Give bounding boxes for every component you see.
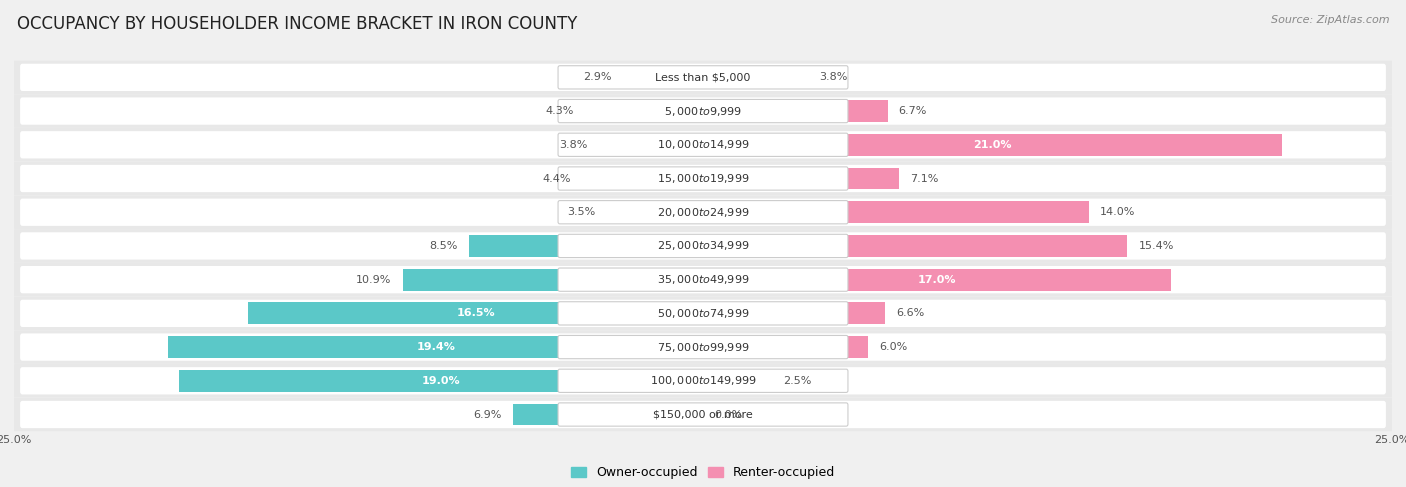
FancyBboxPatch shape bbox=[14, 162, 1392, 195]
Text: Less than $5,000: Less than $5,000 bbox=[655, 73, 751, 82]
Text: 4.4%: 4.4% bbox=[543, 173, 571, 184]
Text: 10.9%: 10.9% bbox=[356, 275, 392, 284]
Bar bbox=[703, 201, 1088, 223]
FancyBboxPatch shape bbox=[558, 268, 848, 291]
Bar bbox=[703, 168, 898, 189]
Text: 2.5%: 2.5% bbox=[783, 376, 811, 386]
Text: $35,000 to $49,999: $35,000 to $49,999 bbox=[657, 273, 749, 286]
Text: 2.9%: 2.9% bbox=[583, 73, 612, 82]
Bar bbox=[703, 370, 772, 392]
FancyBboxPatch shape bbox=[14, 297, 1392, 330]
Legend: Owner-occupied, Renter-occupied: Owner-occupied, Renter-occupied bbox=[567, 461, 839, 484]
FancyBboxPatch shape bbox=[558, 66, 848, 89]
FancyBboxPatch shape bbox=[14, 229, 1392, 262]
Bar bbox=[703, 302, 884, 324]
Bar bbox=[703, 100, 887, 122]
Bar bbox=[585, 100, 703, 122]
Text: 6.6%: 6.6% bbox=[896, 308, 924, 318]
Text: 3.5%: 3.5% bbox=[567, 207, 596, 217]
FancyBboxPatch shape bbox=[558, 201, 848, 224]
Text: $10,000 to $14,999: $10,000 to $14,999 bbox=[657, 138, 749, 151]
FancyBboxPatch shape bbox=[20, 165, 1386, 192]
Bar bbox=[249, 302, 703, 324]
Text: 0.0%: 0.0% bbox=[714, 410, 742, 419]
Text: 19.0%: 19.0% bbox=[422, 376, 461, 386]
Text: 25.0%: 25.0% bbox=[1374, 435, 1406, 445]
Text: $75,000 to $99,999: $75,000 to $99,999 bbox=[657, 340, 749, 354]
FancyBboxPatch shape bbox=[14, 195, 1392, 229]
Text: Source: ZipAtlas.com: Source: ZipAtlas.com bbox=[1271, 15, 1389, 25]
FancyBboxPatch shape bbox=[20, 131, 1386, 158]
Text: OCCUPANCY BY HOUSEHOLDER INCOME BRACKET IN IRON COUNTY: OCCUPANCY BY HOUSEHOLDER INCOME BRACKET … bbox=[17, 15, 578, 33]
FancyBboxPatch shape bbox=[14, 94, 1392, 128]
FancyBboxPatch shape bbox=[558, 302, 848, 325]
FancyBboxPatch shape bbox=[20, 199, 1386, 226]
Bar bbox=[402, 269, 703, 291]
FancyBboxPatch shape bbox=[14, 398, 1392, 431]
Text: 17.0%: 17.0% bbox=[918, 275, 956, 284]
FancyBboxPatch shape bbox=[20, 64, 1386, 91]
Text: $20,000 to $24,999: $20,000 to $24,999 bbox=[657, 206, 749, 219]
Text: $100,000 to $149,999: $100,000 to $149,999 bbox=[650, 375, 756, 387]
FancyBboxPatch shape bbox=[558, 369, 848, 393]
Bar bbox=[468, 235, 703, 257]
Text: 6.9%: 6.9% bbox=[474, 410, 502, 419]
Bar bbox=[606, 201, 703, 223]
Bar bbox=[582, 168, 703, 189]
Text: 6.0%: 6.0% bbox=[879, 342, 908, 352]
Text: 21.0%: 21.0% bbox=[973, 140, 1011, 150]
Text: 7.1%: 7.1% bbox=[910, 173, 938, 184]
FancyBboxPatch shape bbox=[14, 330, 1392, 364]
FancyBboxPatch shape bbox=[20, 401, 1386, 428]
Bar bbox=[180, 370, 703, 392]
Text: 3.8%: 3.8% bbox=[558, 140, 588, 150]
Bar bbox=[703, 269, 1171, 291]
Text: 25.0%: 25.0% bbox=[0, 435, 32, 445]
FancyBboxPatch shape bbox=[558, 403, 848, 426]
Text: 8.5%: 8.5% bbox=[429, 241, 458, 251]
FancyBboxPatch shape bbox=[558, 234, 848, 258]
Bar bbox=[623, 66, 703, 88]
FancyBboxPatch shape bbox=[20, 334, 1386, 361]
Bar bbox=[169, 336, 703, 358]
FancyBboxPatch shape bbox=[558, 133, 848, 156]
Text: $50,000 to $74,999: $50,000 to $74,999 bbox=[657, 307, 749, 320]
FancyBboxPatch shape bbox=[558, 336, 848, 359]
Text: 14.0%: 14.0% bbox=[1099, 207, 1135, 217]
FancyBboxPatch shape bbox=[20, 232, 1386, 260]
Bar bbox=[599, 134, 703, 156]
Text: $5,000 to $9,999: $5,000 to $9,999 bbox=[664, 105, 742, 117]
FancyBboxPatch shape bbox=[14, 128, 1392, 162]
FancyBboxPatch shape bbox=[14, 263, 1392, 296]
FancyBboxPatch shape bbox=[558, 99, 848, 123]
FancyBboxPatch shape bbox=[558, 167, 848, 190]
Bar bbox=[703, 66, 807, 88]
FancyBboxPatch shape bbox=[14, 61, 1392, 94]
Bar bbox=[703, 336, 869, 358]
Text: $25,000 to $34,999: $25,000 to $34,999 bbox=[657, 240, 749, 252]
FancyBboxPatch shape bbox=[20, 97, 1386, 125]
Text: 6.7%: 6.7% bbox=[898, 106, 927, 116]
Text: 3.8%: 3.8% bbox=[818, 73, 848, 82]
Bar bbox=[703, 235, 1128, 257]
FancyBboxPatch shape bbox=[20, 367, 1386, 394]
FancyBboxPatch shape bbox=[20, 266, 1386, 293]
FancyBboxPatch shape bbox=[20, 300, 1386, 327]
Text: $150,000 or more: $150,000 or more bbox=[654, 410, 752, 419]
FancyBboxPatch shape bbox=[14, 364, 1392, 397]
Text: 15.4%: 15.4% bbox=[1139, 241, 1174, 251]
Text: 16.5%: 16.5% bbox=[457, 308, 495, 318]
Text: 19.4%: 19.4% bbox=[416, 342, 456, 352]
Bar bbox=[513, 404, 703, 426]
Text: 4.3%: 4.3% bbox=[546, 106, 574, 116]
Bar bbox=[703, 134, 1282, 156]
Text: $15,000 to $19,999: $15,000 to $19,999 bbox=[657, 172, 749, 185]
